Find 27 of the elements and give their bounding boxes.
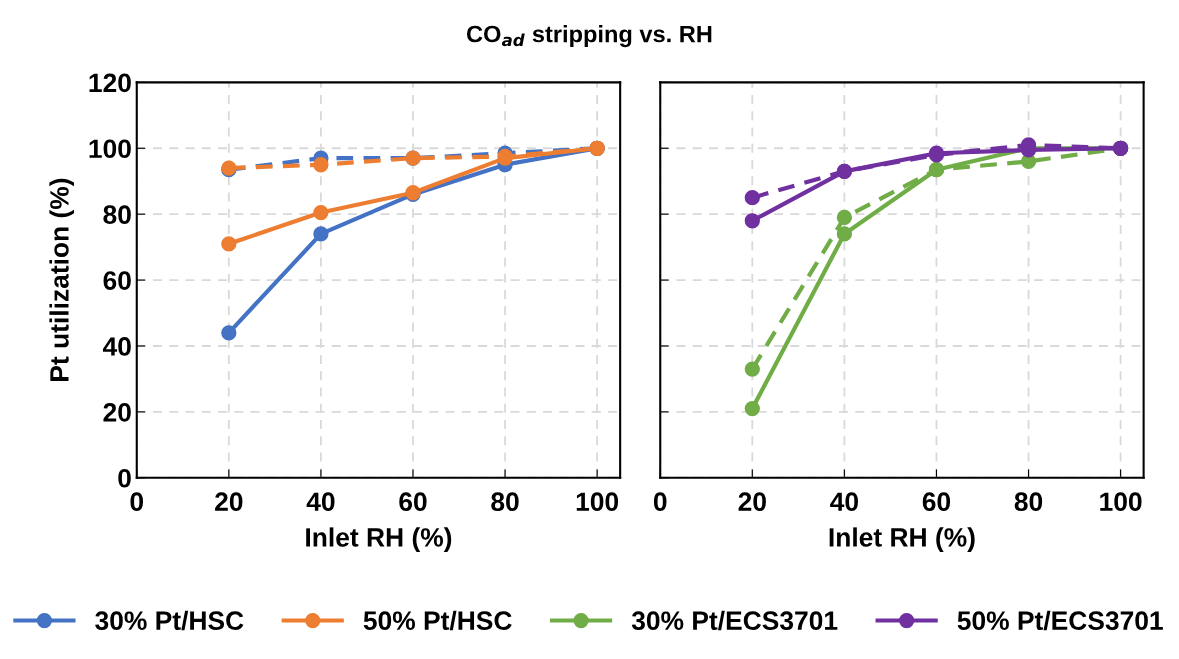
y-tick-label: 120 [89,73,131,93]
x-tick-label: 80 [491,492,519,512]
x-tick-label: 60 [399,492,427,512]
x-axis-title: Inlet RH (%) [306,527,452,552]
legend-label: 30% Pt/HSC [95,610,244,631]
x-tick-label: 0 [653,492,667,512]
legend-label: 30% Pt/ECS3701 [631,610,838,631]
x-tick-label: 40 [306,492,335,512]
x-axis-title: Inlet RH (%) [829,527,975,552]
y-tick-label: 20 [103,403,131,422]
y-tick-label: 40 [102,337,131,356]
legend-label: 50% Pt/HSC [363,610,512,631]
x-tick-label: 20 [738,492,766,512]
y-tick-label: 0 [118,468,131,488]
y-tick-label: 100 [89,139,131,159]
y-tick-label: 60 [103,271,131,290]
x-tick-label: 40 [830,492,858,512]
x-tick-label: 80 [1014,492,1043,512]
x-tick-label: 60 [922,492,951,512]
x-tick-label: 100 [576,492,619,512]
legend-label: 50% Pt/ECS3701 [957,610,1163,631]
x-tick-label: 100 [1100,492,1142,512]
x-tick-label: 0 [130,492,144,512]
chart-title: CO$_{ad}$ stripping vs. RH [466,25,712,48]
y-tick-label: 80 [103,205,131,224]
y-axis-title: Pt utilization (%) [49,178,74,381]
x-tick-label: 20 [215,492,243,512]
